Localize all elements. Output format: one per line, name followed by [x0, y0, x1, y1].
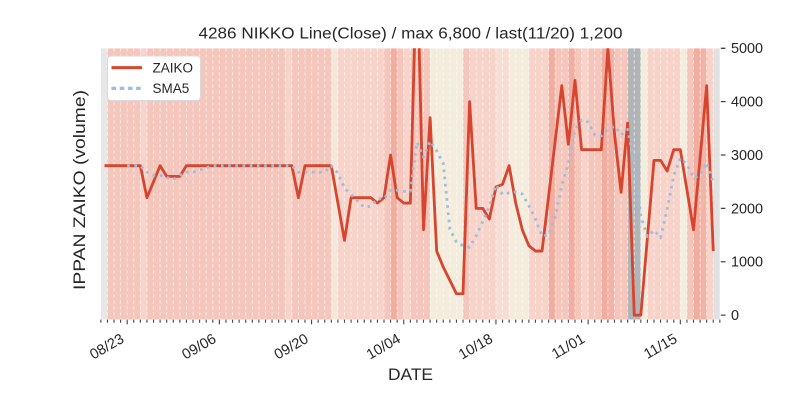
svg-text:2000: 2000	[731, 201, 763, 217]
svg-text:0: 0	[731, 308, 739, 324]
svg-text:4286 NIKKO Line(Close) / max 6: 4286 NIKKO Line(Close) / max 6,800 / las…	[199, 26, 623, 43]
svg-text:ZAIKO: ZAIKO	[153, 60, 194, 75]
svg-text:5000: 5000	[731, 41, 763, 57]
svg-text:10/18: 10/18	[456, 331, 496, 363]
svg-text:DATE: DATE	[388, 366, 433, 384]
svg-text:4000: 4000	[731, 95, 763, 111]
svg-text:11/15: 11/15	[641, 331, 680, 363]
svg-text:08/23: 08/23	[87, 331, 127, 363]
svg-text:3000: 3000	[731, 148, 763, 164]
svg-text:09/20: 09/20	[272, 331, 312, 363]
svg-text:09/06: 09/06	[180, 331, 220, 363]
svg-text:IPPAN ZAIKO (volume): IPPAN ZAIKO (volume)	[71, 90, 89, 290]
svg-text:1000: 1000	[731, 255, 763, 271]
svg-text:10/04: 10/04	[364, 331, 404, 363]
svg-text:SMA5: SMA5	[153, 81, 190, 96]
svg-text:11/01: 11/01	[549, 331, 588, 363]
